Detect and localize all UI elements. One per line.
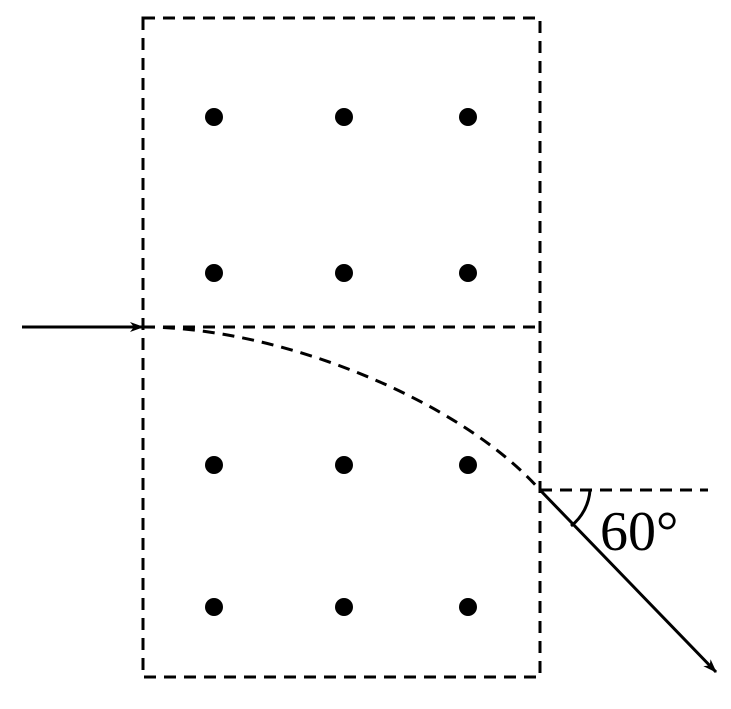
dot	[335, 264, 353, 282]
dot	[335, 108, 353, 126]
angle-label: 60°	[600, 501, 678, 563]
trajectory	[142, 325, 542, 491]
field-region	[141, 16, 708, 679]
field-dots	[205, 108, 477, 616]
dot	[335, 456, 353, 474]
dot	[459, 456, 477, 474]
dot	[205, 108, 223, 126]
outgoing-arrow	[538, 488, 718, 674]
dot	[205, 264, 223, 282]
dot	[335, 598, 353, 616]
dot	[459, 598, 477, 616]
dot	[459, 108, 477, 126]
angle-arc	[570, 489, 592, 528]
dot	[205, 598, 223, 616]
dot	[459, 264, 477, 282]
dot	[205, 456, 223, 474]
field-boundary	[141, 16, 542, 679]
